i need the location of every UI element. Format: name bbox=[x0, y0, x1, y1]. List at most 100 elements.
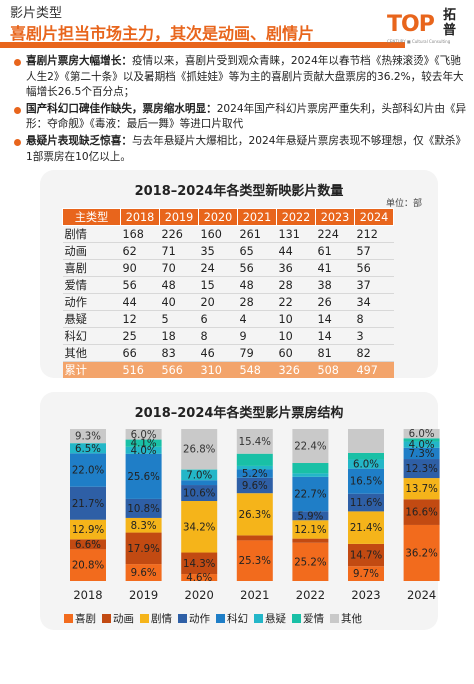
bar-segment bbox=[292, 520, 329, 539]
data-label: 20.8% bbox=[72, 561, 105, 572]
table-cell: 82 bbox=[354, 344, 394, 362]
bar-segment bbox=[70, 486, 106, 520]
legend-item: 其他 bbox=[330, 611, 362, 626]
table-title: 2018–2024年各类型新映影片数量 bbox=[134, 184, 344, 199]
table-unit: 单位：部 bbox=[385, 199, 422, 209]
bullet-item: 悬疑片表现缺乏惊喜：与去年悬疑片大爆相比，2024年悬疑片票房表现不够理想，仅《… bbox=[12, 134, 467, 165]
table-cell: 56 bbox=[120, 276, 160, 294]
data-label: 25.3% bbox=[239, 556, 272, 567]
bullet-list: 喜剧片票房大幅增长：疫情以来，喜剧片受到观众青睐，2024年以春节档《热辣滚烫》… bbox=[12, 54, 467, 166]
bar-segment bbox=[348, 493, 384, 512]
table-cell: 71 bbox=[159, 242, 199, 260]
legend-label: 剧情 bbox=[151, 613, 172, 625]
table-cell: 37 bbox=[354, 276, 394, 294]
bar-segment bbox=[181, 552, 218, 575]
data-label: 4.0% bbox=[131, 446, 157, 457]
table-cell-type: 动画 bbox=[62, 242, 121, 260]
data-label: 4.6% bbox=[186, 573, 212, 584]
data-label: 36.2% bbox=[405, 549, 438, 560]
legend-label: 悬疑 bbox=[265, 613, 286, 625]
bar-segment bbox=[292, 511, 329, 521]
data-label: 15.4% bbox=[239, 437, 272, 448]
x-tick-label: 2018 bbox=[73, 588, 102, 602]
table-cell: 212 bbox=[354, 225, 394, 243]
bar-segment bbox=[70, 549, 106, 581]
legend-swatch bbox=[102, 614, 111, 623]
data-label: 11.6% bbox=[350, 498, 383, 509]
table-cell: 28 bbox=[276, 276, 316, 294]
table-cell-type: 剧情 bbox=[62, 225, 121, 243]
table-row: 其他 66 83 46 79 60 81 82 bbox=[62, 344, 394, 362]
data-label: 25.2% bbox=[294, 557, 327, 568]
bar-segment bbox=[403, 478, 440, 500]
data-label: 26.8% bbox=[183, 445, 216, 456]
table-cell: 131 bbox=[276, 225, 316, 243]
bar-segment bbox=[125, 517, 162, 533]
table-header-cell: 2019 bbox=[159, 208, 199, 226]
table-cell-type: 悬疑 bbox=[62, 310, 121, 328]
table-cell: 61 bbox=[315, 242, 355, 260]
table-cell-type: 爱情 bbox=[62, 276, 121, 294]
data-label: 34.2% bbox=[183, 522, 216, 533]
legend-swatch bbox=[292, 614, 301, 623]
bar-segment bbox=[403, 447, 440, 460]
table-cell: 57 bbox=[354, 242, 394, 260]
bar-segment bbox=[403, 438, 440, 442]
legend-swatch bbox=[330, 614, 339, 623]
table-cell: 41 bbox=[315, 259, 355, 277]
table-cell: 14 bbox=[315, 310, 355, 328]
bullet-body: 2024年国产科幻片票房严重失利，头部科幻片由《异形：夺命舰》《毒液：最后一舞》… bbox=[26, 102, 467, 131]
table-cell-type: 科幻 bbox=[62, 327, 121, 345]
bar-segment bbox=[236, 469, 273, 478]
table-cell-type: 其他 bbox=[62, 344, 121, 362]
page-title: 喜剧片担当市场主力，其次是动画、剧情片 bbox=[10, 24, 315, 43]
bar-segment bbox=[292, 538, 329, 543]
bar-segment bbox=[348, 459, 384, 469]
bar-segment bbox=[236, 429, 273, 454]
chart-title: 2018–2024年各类型影片票房结构 bbox=[134, 406, 344, 421]
table-cell: 10 bbox=[276, 310, 316, 328]
table-cell: 4 bbox=[237, 310, 277, 328]
legend-item: 爱情 bbox=[292, 611, 324, 626]
data-label: 5.2% bbox=[242, 469, 268, 480]
table-cell: 10 bbox=[276, 327, 316, 345]
data-label: 25.6% bbox=[127, 472, 160, 483]
table-cell: 224 bbox=[315, 225, 355, 243]
bar-segment bbox=[348, 511, 384, 544]
table-cell: 66 bbox=[120, 344, 160, 362]
table-cell: 48 bbox=[159, 276, 199, 294]
bar-segment bbox=[125, 564, 162, 581]
table-cell: 3 bbox=[354, 327, 394, 345]
bar-segment bbox=[403, 459, 440, 479]
data-label: 10.6% bbox=[183, 489, 216, 500]
data-label: 14.3% bbox=[183, 559, 216, 570]
table-row: 剧情 168 226 160 261 131 224 212 bbox=[62, 225, 394, 243]
table-cell: 5 bbox=[159, 310, 199, 328]
x-tick-label: 2022 bbox=[296, 588, 325, 602]
table-cell: 22 bbox=[276, 293, 316, 311]
bullet-dot-icon bbox=[14, 106, 21, 114]
table-row: 喜剧 90 70 24 56 36 41 56 bbox=[62, 259, 394, 277]
table-cell: 18 bbox=[159, 327, 199, 345]
table-total-row: 累计 516 566 310 548 326 508 497 bbox=[62, 361, 394, 378]
data-label: 6.0% bbox=[409, 429, 435, 440]
logo-text: TOP bbox=[387, 12, 435, 37]
data-label: 5.9% bbox=[297, 511, 323, 522]
table-cell-total: 548 bbox=[237, 361, 277, 378]
bar-segment bbox=[292, 476, 329, 512]
table-cell: 44 bbox=[276, 242, 316, 260]
table-row: 科幻 25 18 8 9 10 14 3 bbox=[62, 327, 394, 345]
legend-item: 动画 bbox=[102, 611, 134, 626]
table-cell-total: 326 bbox=[276, 361, 316, 378]
logo-cn: 拓普 bbox=[443, 8, 457, 38]
bar-segment bbox=[292, 429, 329, 464]
table-header-row: 主类型 2018 2019 2020 2021 2022 2023 2024 bbox=[62, 208, 394, 226]
data-label: 12.3% bbox=[405, 464, 438, 475]
bar-segment bbox=[125, 532, 162, 565]
legend-swatch bbox=[254, 614, 263, 623]
bar-segment bbox=[70, 453, 106, 487]
data-label: 10.8% bbox=[127, 504, 160, 515]
legend-item: 悬疑 bbox=[254, 611, 286, 626]
table-header-cell: 2020 bbox=[198, 208, 238, 226]
data-label: 9.6% bbox=[131, 568, 157, 579]
